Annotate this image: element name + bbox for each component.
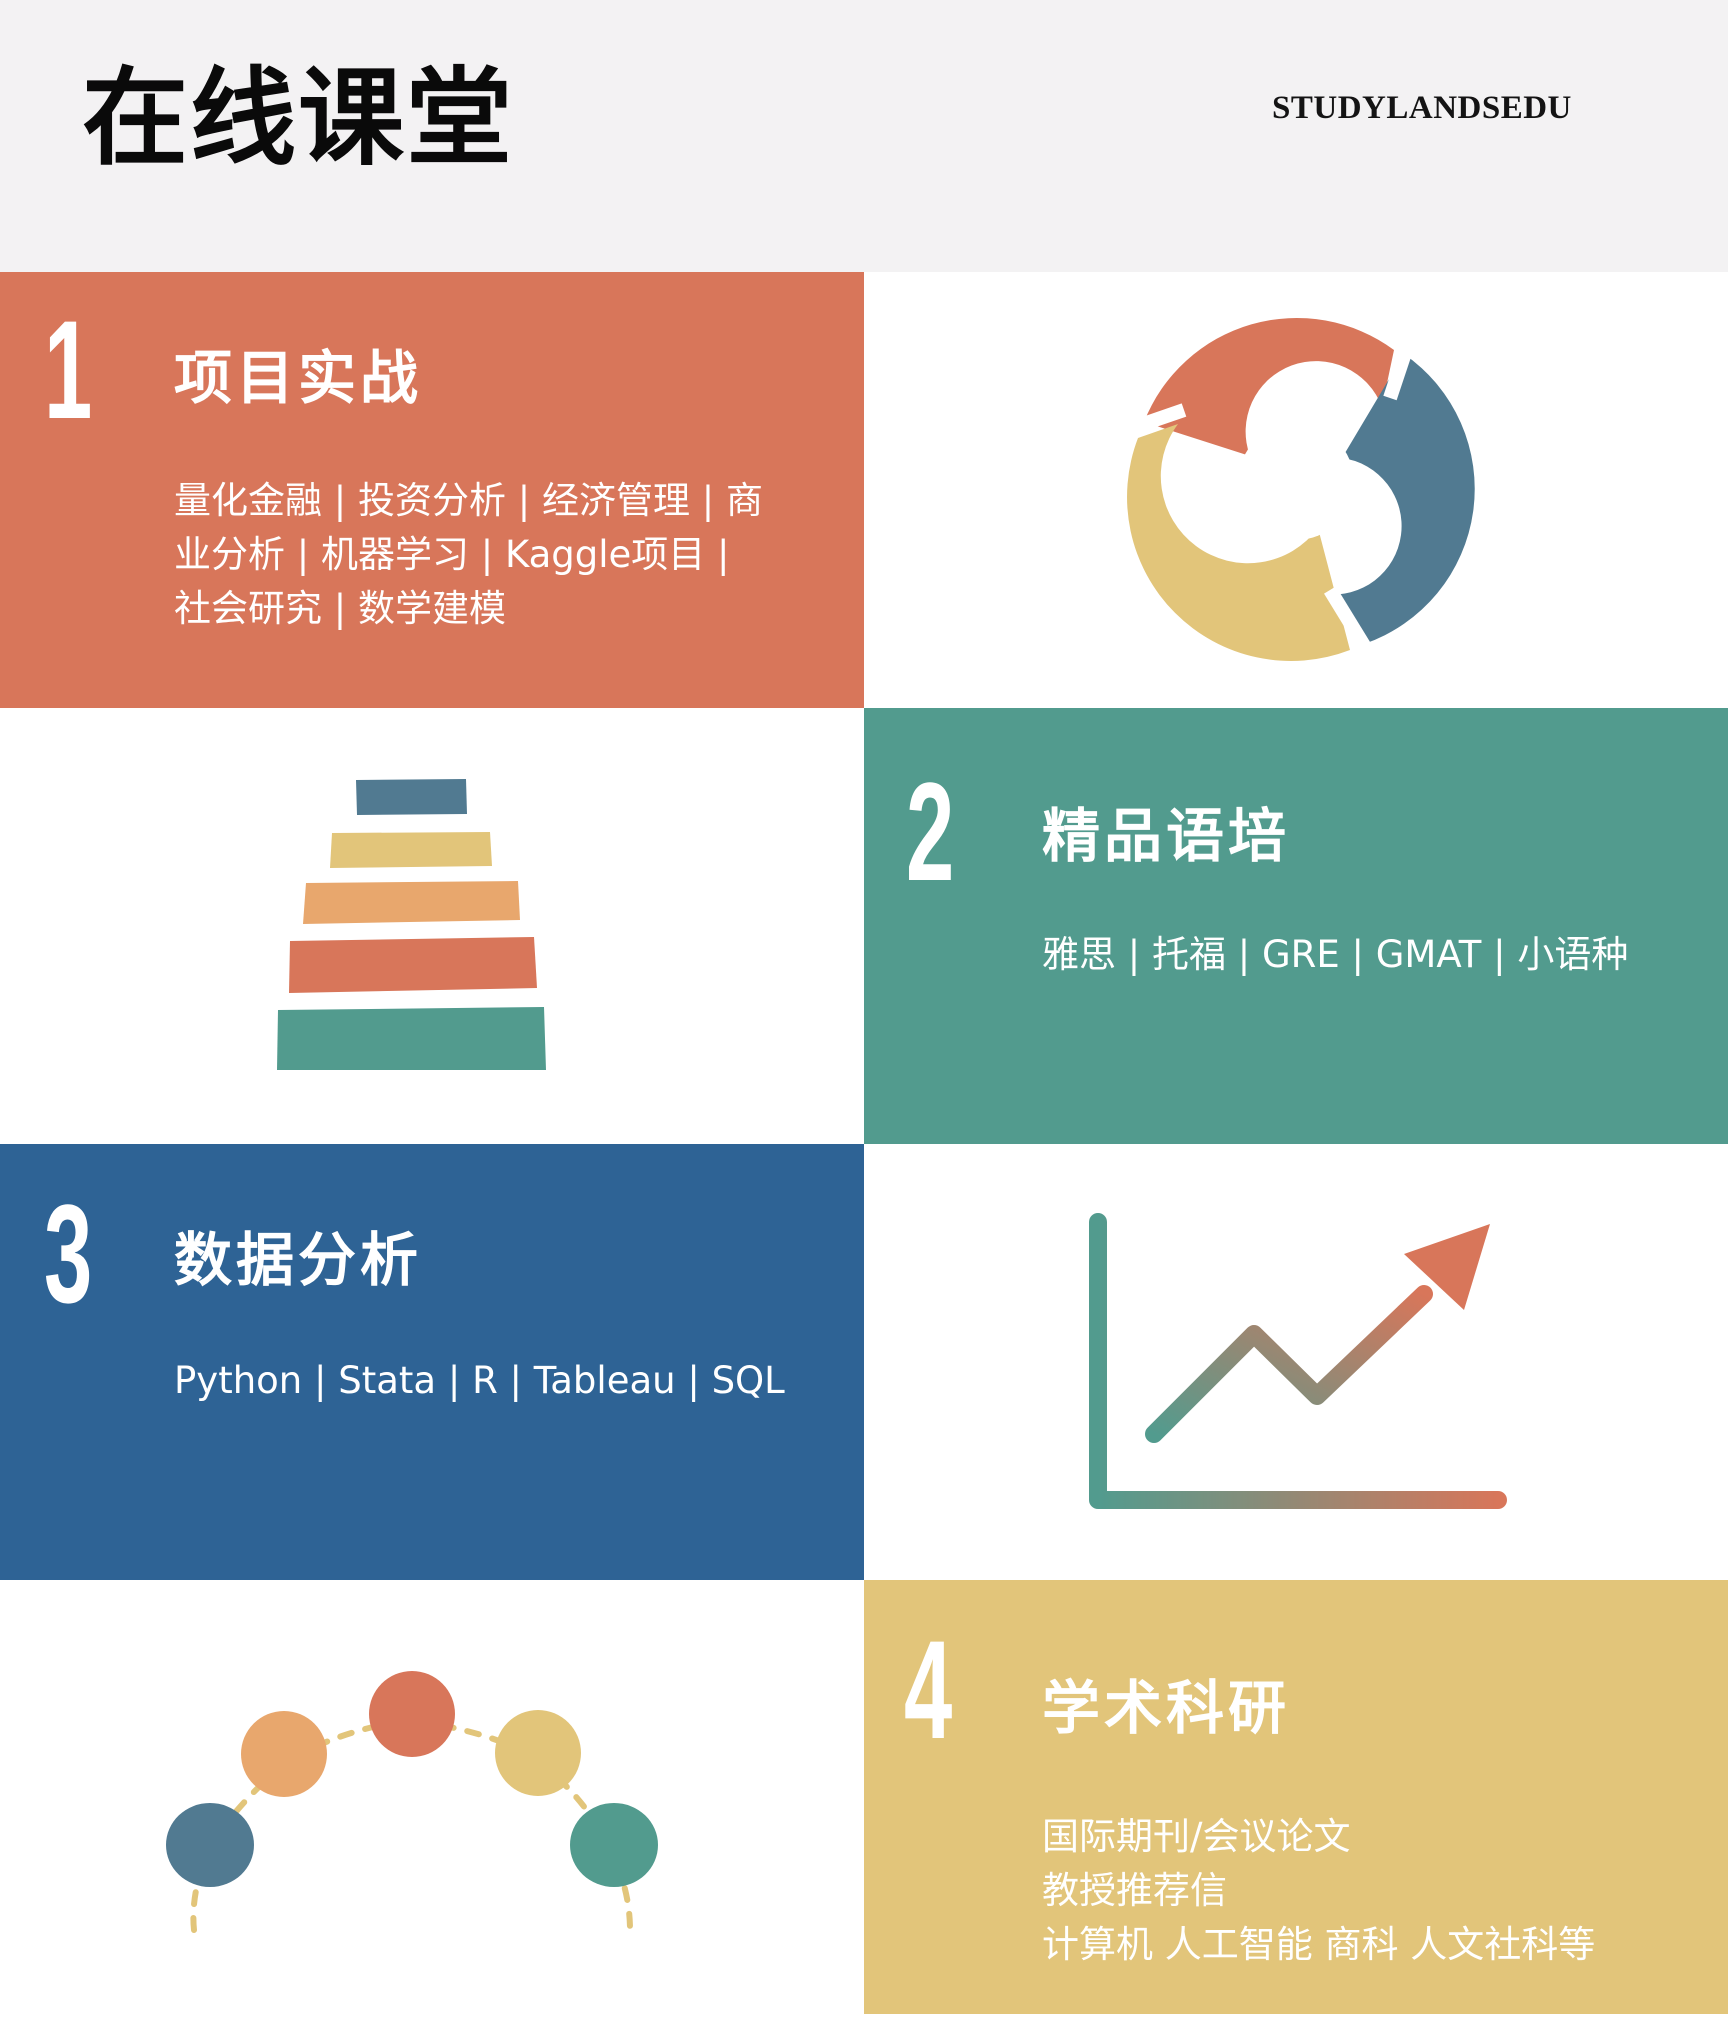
section-number: 3 bbox=[44, 1175, 93, 1332]
brand-name: STUDYLANDSEDU bbox=[1272, 90, 1572, 126]
description-line: 计算机 人工智能 商科 人文社科等 bbox=[1042, 1923, 1596, 1966]
section-title: 项目实战 bbox=[174, 344, 423, 412]
section-description: 量化金融 | 投资分析 | 经济管理 | 商 业分析 | 机器学习 | Kagg… bbox=[174, 474, 763, 636]
section-description: 国际期刊/会议论文 教授推荐信 计算机 人工智能 商科 人文社科等 bbox=[1042, 1810, 1595, 1972]
description-line: 国际期刊/会议论文 bbox=[1042, 1815, 1351, 1858]
trend-chart-icon bbox=[864, 1144, 1728, 1580]
section-number: 4 bbox=[904, 1611, 953, 1768]
section-academic-research: 4 学术科研 国际期刊/会议论文 教授推荐信 计算机 人工智能 商科 人文社科等 bbox=[864, 1580, 1728, 2014]
section-language-training: 2 精品语培 雅思 | 托福 | GRE | GMAT | 小语种 bbox=[864, 708, 1728, 1144]
description-line: 业分析 | 机器学习 | Kaggle项目 | bbox=[174, 533, 730, 576]
section-description: 雅思 | 托福 | GRE | GMAT | 小语种 bbox=[1042, 928, 1628, 982]
page-title: 在线课堂 bbox=[82, 55, 514, 180]
dots-arc-icon bbox=[0, 1580, 864, 2014]
description-line: Python | Stata | R | Tableau | SQL bbox=[174, 1359, 785, 1402]
cycle-ring-icon bbox=[864, 272, 1728, 708]
section-description: Python | Stata | R | Tableau | SQL bbox=[174, 1354, 785, 1408]
header: 在线课堂 STUDYLANDSEDU bbox=[0, 0, 1728, 272]
description-line: 教授推荐信 bbox=[1042, 1869, 1227, 1912]
section-title: 学术科研 bbox=[1042, 1674, 1291, 1742]
section-data-analysis: 3 数据分析 Python | Stata | R | Tableau | SQ… bbox=[0, 1144, 864, 1580]
description-line: 雅思 | 托福 | GRE | GMAT | 小语种 bbox=[1042, 933, 1629, 976]
stacked-bars-icon bbox=[0, 708, 864, 1144]
section-title: 数据分析 bbox=[174, 1226, 423, 1294]
section-project-practice: 1 项目实战 量化金融 | 投资分析 | 经济管理 | 商 业分析 | 机器学习… bbox=[0, 272, 864, 708]
section-number: 1 bbox=[44, 291, 93, 448]
description-line: 社会研究 | 数学建模 bbox=[174, 587, 506, 630]
section-number: 2 bbox=[906, 753, 955, 910]
description-line: 量化金融 | 投资分析 | 经济管理 | 商 bbox=[174, 479, 763, 522]
section-title: 精品语培 bbox=[1042, 802, 1291, 870]
